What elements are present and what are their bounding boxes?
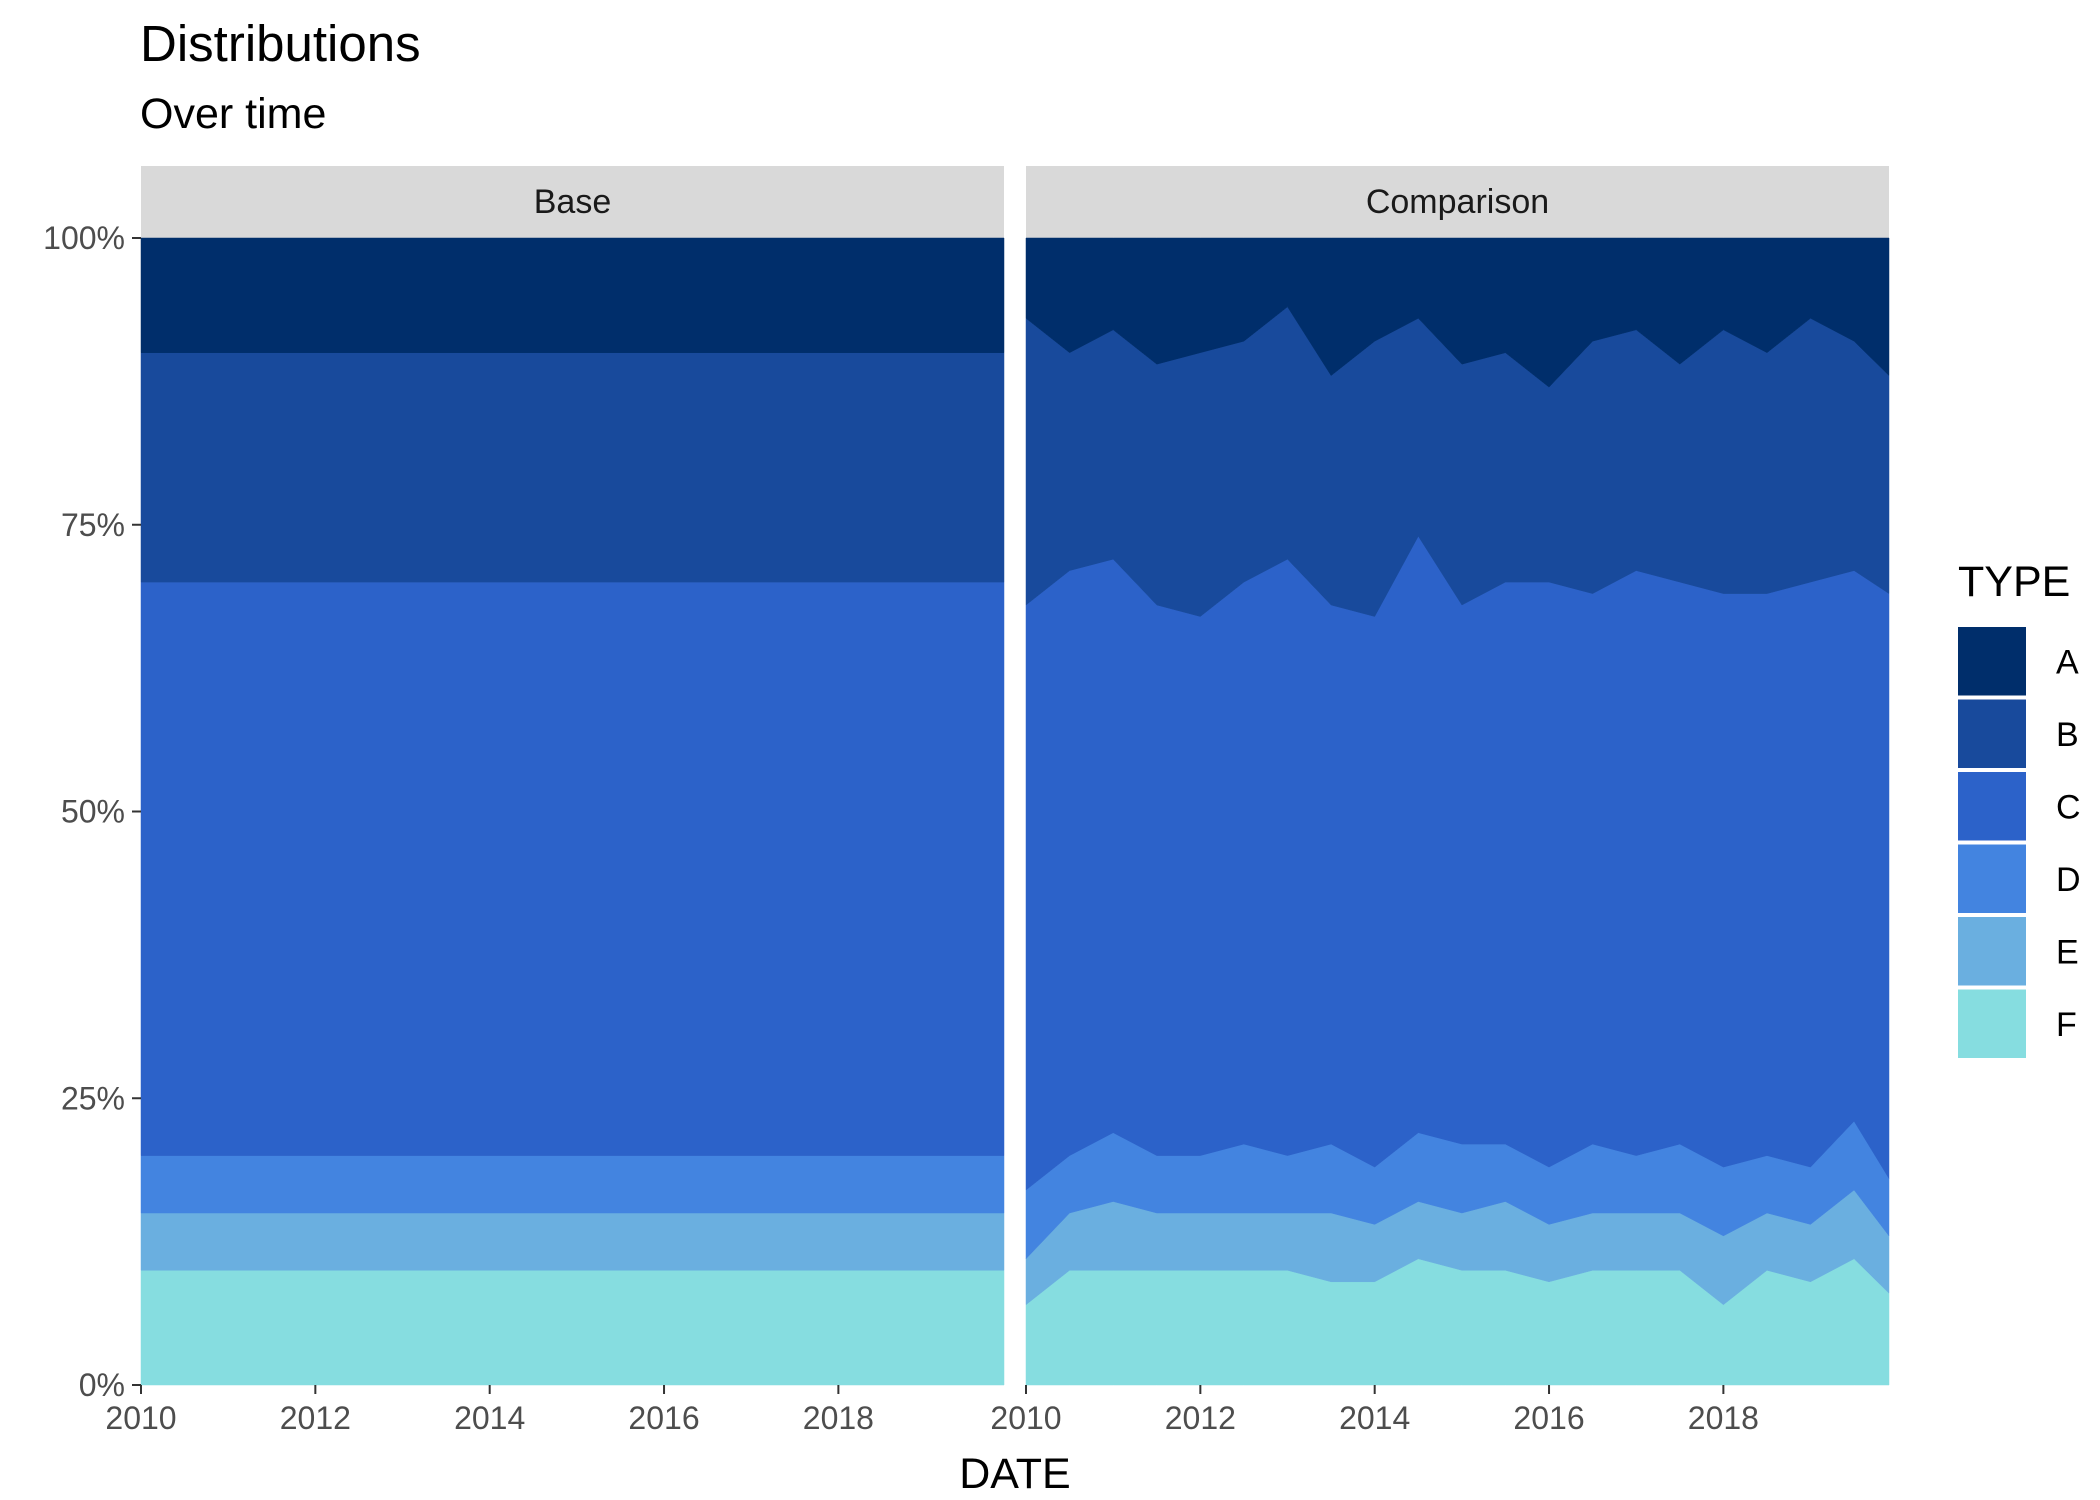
area-F-base (140, 1270, 1005, 1386)
x-tick-label: 2016 (628, 1400, 699, 1436)
x-tick-label: 2014 (454, 1400, 525, 1436)
x-tick-label: 2012 (1165, 1400, 1236, 1436)
y-tick-label: 50% (61, 794, 125, 830)
facet-strip-label: Comparison (1366, 183, 1549, 221)
legend-label-E: E (2056, 933, 2079, 971)
legend-label-C: C (2056, 788, 2081, 826)
x-tick-label: 2018 (803, 1400, 874, 1436)
legend-key-A (1958, 627, 2026, 696)
area-B-base (140, 352, 1005, 583)
legend-label-A: A (2056, 643, 2079, 681)
x-tick-label: 2018 (1688, 1400, 1759, 1436)
area-C-base (140, 581, 1005, 1156)
x-tick-label: 2012 (280, 1400, 351, 1436)
y-tick-label: 75% (61, 507, 125, 543)
area-D-base (140, 1155, 1005, 1214)
legend-key-C (1958, 772, 2026, 841)
x-tick-label: 2016 (1513, 1400, 1584, 1436)
legend-label-F: F (2056, 1006, 2077, 1044)
area-C-comparison (1025, 535, 1890, 1191)
facet-strip (141, 166, 1004, 238)
facet-strip (1026, 166, 1889, 238)
chart-subtitle: Over time (140, 90, 327, 138)
area-F-comparison (1025, 1258, 1890, 1386)
legend-key-E (1958, 917, 2026, 986)
x-tick-label: 2010 (105, 1400, 176, 1436)
legend-key-F (1958, 989, 2026, 1058)
x-tick-label: 2014 (1339, 1400, 1410, 1436)
y-tick-label: 25% (61, 1080, 125, 1116)
legend-label-B: B (2056, 716, 2079, 754)
facet-strip-label: Base (534, 183, 612, 221)
legend-label-D: D (2056, 861, 2081, 899)
x-tick-label: 2010 (990, 1400, 1061, 1436)
legend-title: TYPE (1958, 558, 2070, 606)
area-A-base (140, 237, 1005, 353)
legend-key-D (1958, 844, 2026, 913)
area-E-base (140, 1212, 1005, 1271)
x-axis-title: DATE (959, 1450, 1071, 1498)
y-tick-label: 100% (43, 220, 125, 256)
y-tick-label: 0% (79, 1367, 125, 1403)
chart-title: Distributions (140, 15, 421, 72)
legend-key-B (1958, 699, 2026, 768)
area-A-comparison (1025, 237, 1890, 388)
